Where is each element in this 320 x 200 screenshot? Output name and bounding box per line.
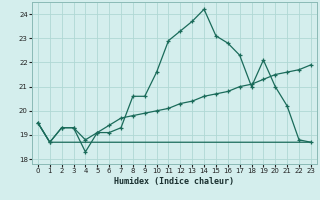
X-axis label: Humidex (Indice chaleur): Humidex (Indice chaleur) <box>115 177 234 186</box>
